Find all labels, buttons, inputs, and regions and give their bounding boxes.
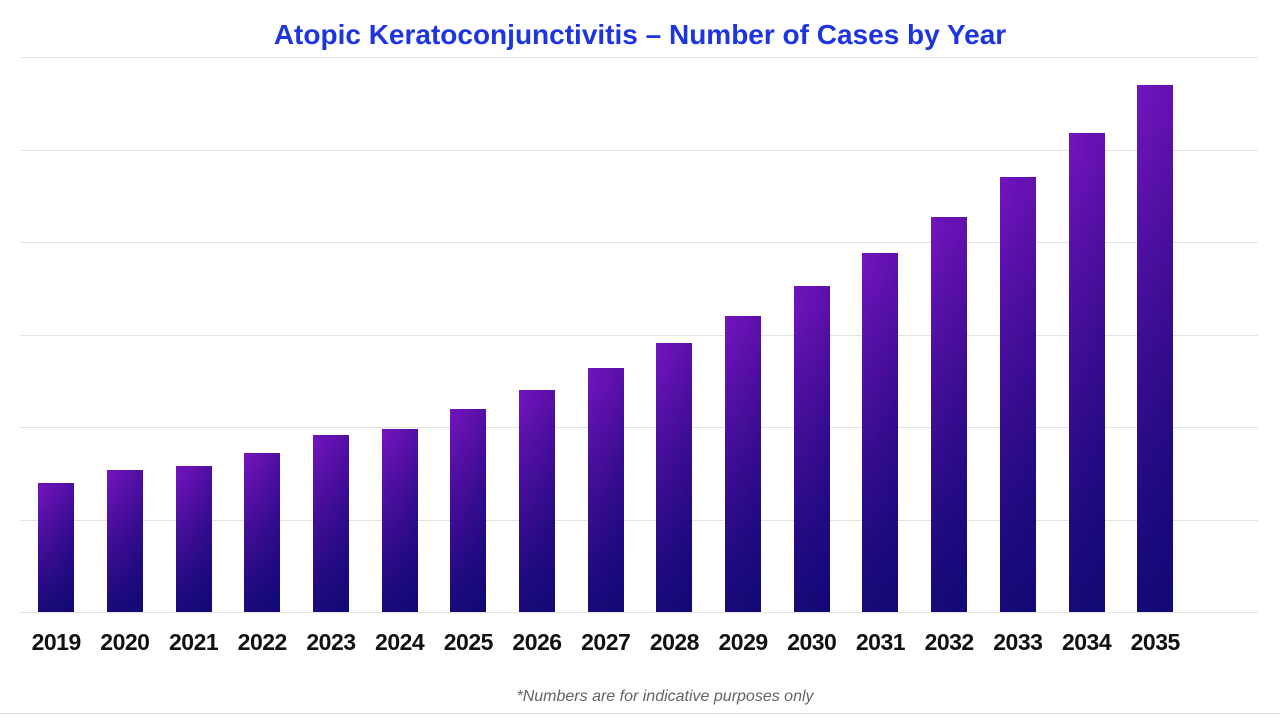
x-axis-label-2026: 2026 xyxy=(512,629,562,655)
x-axis-label-2023: 2023 xyxy=(306,629,356,655)
bar-2027 xyxy=(587,367,624,612)
plot-area xyxy=(20,57,1258,613)
bar-2034 xyxy=(1068,132,1105,612)
x-axis-label-2030: 2030 xyxy=(787,629,837,655)
gridline xyxy=(20,612,1258,613)
x-axis-label-2034: 2034 xyxy=(1061,629,1112,655)
bar-2032 xyxy=(931,217,968,612)
bar-2019 xyxy=(38,483,75,612)
x-axis-label-2020: 2020 xyxy=(100,629,150,655)
gridline xyxy=(20,427,1258,428)
gridline xyxy=(20,242,1258,243)
x-axis-label-2028: 2028 xyxy=(649,629,700,655)
gridline xyxy=(20,149,1258,151)
x-axis-label-2022: 2022 xyxy=(237,629,288,655)
bottom-divider xyxy=(0,713,1280,714)
x-axis-label-2027: 2027 xyxy=(581,629,631,655)
gridline xyxy=(20,334,1258,336)
bar-2020 xyxy=(106,470,143,612)
x-axis-labels: 2019 2020 2021 2022 2023 2024 2025 2026 2027 2028… xyxy=(20,629,1258,661)
x-axis-label-2032: 2032 xyxy=(924,629,975,655)
gridline xyxy=(20,519,1258,521)
footnote: *Numbers are for indicative purposes onl… xyxy=(516,688,814,705)
bar-2035 xyxy=(1137,84,1174,612)
gridline xyxy=(20,57,1258,58)
x-axis-label-2031: 2031 xyxy=(855,629,906,655)
bar-2023 xyxy=(312,435,349,612)
bar-2030 xyxy=(793,286,830,612)
chart-title: Atopic Keratoconjunctivitis – Number of … xyxy=(273,19,1007,50)
bar-2031 xyxy=(862,253,899,612)
x-axis-label-2029: 2029 xyxy=(718,629,769,655)
x-axis-label-2024: 2024 xyxy=(375,629,425,655)
x-axis-label-2033: 2033 xyxy=(993,629,1043,655)
bar-2028 xyxy=(656,342,693,612)
bar-2026 xyxy=(519,390,556,612)
x-axis-label-2021: 2021 xyxy=(168,629,219,655)
x-axis-label-2035: 2035 xyxy=(1130,629,1181,655)
x-axis-label-2019: 2019 xyxy=(31,629,82,655)
bar-2029 xyxy=(725,316,762,612)
x-axis-label-2025: 2025 xyxy=(443,629,494,655)
bar-2025 xyxy=(450,409,487,612)
bar-2024 xyxy=(381,428,418,612)
bar-2022 xyxy=(244,452,281,612)
bar-2021 xyxy=(175,465,212,612)
bar-2033 xyxy=(999,177,1036,612)
